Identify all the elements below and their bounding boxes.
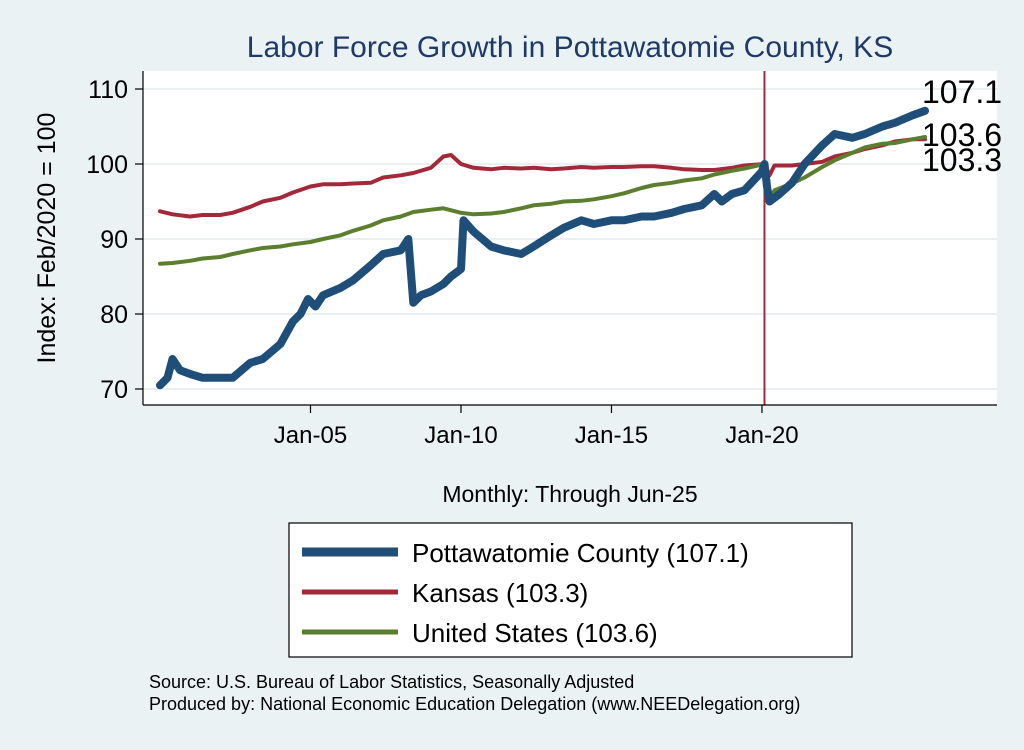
- legend: Pottawatomie County (107.1) Kansas (103.…: [288, 522, 853, 658]
- x-axis-label: Monthly: Through Jun-25: [442, 481, 697, 507]
- gridlines: [143, 88, 997, 390]
- y-axis-label: Index: Feb/2020 = 100: [33, 113, 61, 364]
- legend-label-pottawatomie: Pottawatomie County (107.1): [412, 538, 749, 568]
- source-note: Source: U.S. Bureau of Labor Statistics,…: [149, 672, 634, 692]
- plot-area: [143, 71, 997, 405]
- y-tick-label-90: 90: [100, 226, 128, 254]
- legend-label-united-states: United States (103.6): [412, 618, 658, 648]
- y-tick-label-100: 100: [86, 151, 128, 179]
- end-label-united-states: 103.6: [922, 117, 1002, 153]
- producer-note: Produced by: National Economic Education…: [149, 694, 800, 714]
- x-tick-label-Jan-20: Jan-20: [725, 422, 798, 449]
- x-tick-label-Jan-05: Jan-05: [274, 422, 347, 449]
- end-label-pottawatomie: 107.1: [922, 74, 1002, 110]
- y-tick-label-80: 80: [100, 301, 128, 329]
- y-ticks: 70 80 90 100 110: [86, 76, 143, 404]
- series-group: [156, 106, 929, 390]
- series-line-pottawatomie: [156, 106, 929, 390]
- y-tick-label-110: 110: [88, 76, 128, 104]
- x-tick-label-Jan-10: Jan-10: [424, 422, 497, 449]
- chart-title: Labor Force Growth in Pottawatomie Count…: [247, 31, 893, 64]
- y-tick-label-70: 70: [100, 376, 128, 404]
- end-label-kansas: 103.3: [922, 142, 1002, 178]
- series-line-kansas: [158, 137, 927, 219]
- legend-label-kansas: Kansas (103.3): [412, 578, 588, 608]
- x-tick-label-Jan-15: Jan-15: [575, 422, 648, 449]
- x-ticks: Jan-05 Jan-10 Jan-15 Jan-20: [274, 405, 799, 449]
